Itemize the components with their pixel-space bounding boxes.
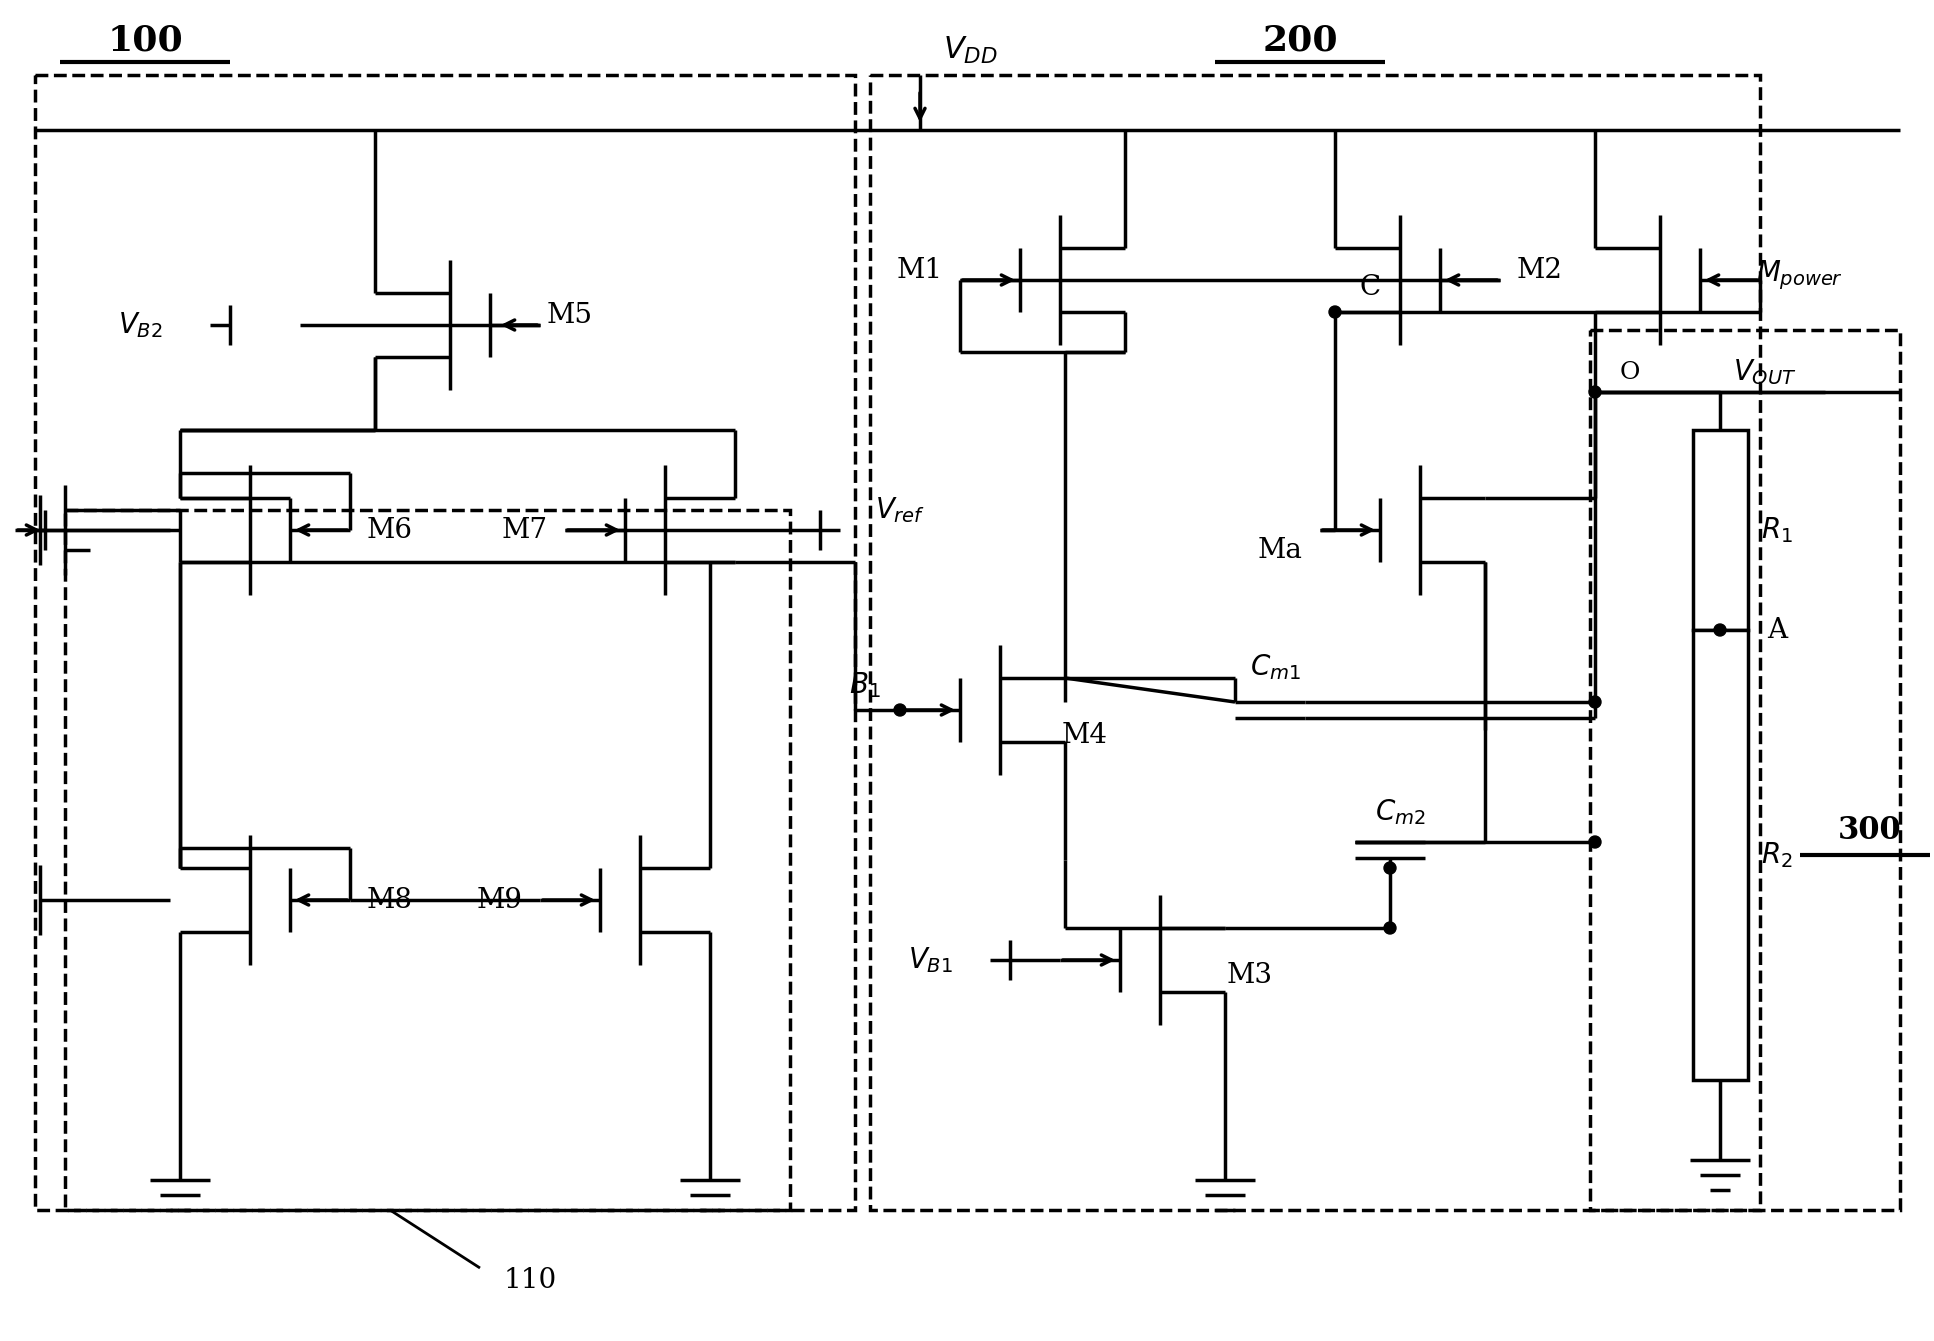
- Text: M3: M3: [1226, 961, 1273, 988]
- Text: $V_{DD}$: $V_{DD}$: [942, 35, 998, 66]
- Circle shape: [1590, 696, 1601, 708]
- Bar: [1692, 430, 1748, 630]
- Text: 100: 100: [106, 23, 184, 58]
- Text: O: O: [1621, 361, 1640, 384]
- Text: $M_{power}$: $M_{power}$: [1756, 259, 1843, 292]
- Text: $V_{B2}$: $V_{B2}$: [118, 310, 162, 339]
- Text: M7: M7: [503, 516, 547, 543]
- Text: $V_{ref}$: $V_{ref}$: [874, 495, 924, 524]
- Circle shape: [1329, 306, 1340, 318]
- Bar: [870, 75, 1760, 1210]
- Text: $V_{B1}$: $V_{B1}$: [907, 945, 952, 975]
- Text: M6: M6: [367, 516, 414, 543]
- Circle shape: [1714, 624, 1725, 636]
- Text: $V_{OUT}$: $V_{OUT}$: [1733, 357, 1797, 388]
- Text: M9: M9: [478, 886, 522, 913]
- Text: M4: M4: [1062, 721, 1108, 748]
- Text: 200: 200: [1263, 23, 1338, 58]
- Bar: [66, 510, 789, 1210]
- Text: M2: M2: [1516, 256, 1563, 283]
- Circle shape: [1590, 386, 1601, 398]
- Circle shape: [1385, 923, 1396, 933]
- Text: C: C: [1360, 274, 1381, 300]
- Circle shape: [894, 704, 905, 716]
- Text: M1: M1: [897, 256, 944, 283]
- Text: Ma: Ma: [1257, 536, 1302, 563]
- Text: $C_{m2}$: $C_{m2}$: [1375, 797, 1425, 827]
- Circle shape: [1385, 862, 1396, 874]
- Text: $R_2$: $R_2$: [1762, 839, 1793, 870]
- Text: M5: M5: [547, 302, 594, 329]
- Bar: [35, 75, 855, 1210]
- Bar: [1692, 630, 1748, 1080]
- Text: M8: M8: [367, 886, 414, 913]
- Text: A: A: [1768, 617, 1787, 644]
- Bar: [1590, 330, 1899, 1210]
- Circle shape: [1590, 835, 1601, 848]
- Text: 110: 110: [503, 1266, 557, 1294]
- Text: $C_{m1}$: $C_{m1}$: [1249, 652, 1300, 683]
- Text: 300: 300: [1837, 814, 1901, 845]
- Text: $R_1$: $R_1$: [1762, 515, 1793, 544]
- Text: $B_1$: $B_1$: [849, 670, 880, 700]
